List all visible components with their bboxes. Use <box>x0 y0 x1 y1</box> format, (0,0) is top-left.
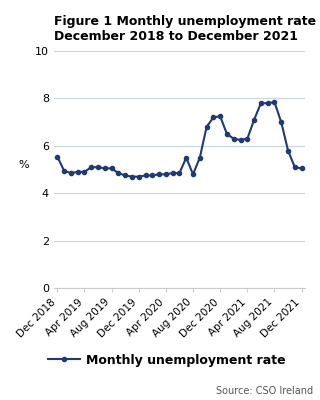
Text: Source: CSO Ireland: Source: CSO Ireland <box>216 386 314 396</box>
Text: Figure 1 Monthly unemployment rate (ILO),
December 2018 to December 2021: Figure 1 Monthly unemployment rate (ILO)… <box>54 15 320 43</box>
Legend: Monthly unemployment rate: Monthly unemployment rate <box>43 349 291 372</box>
Y-axis label: %: % <box>19 160 29 170</box>
